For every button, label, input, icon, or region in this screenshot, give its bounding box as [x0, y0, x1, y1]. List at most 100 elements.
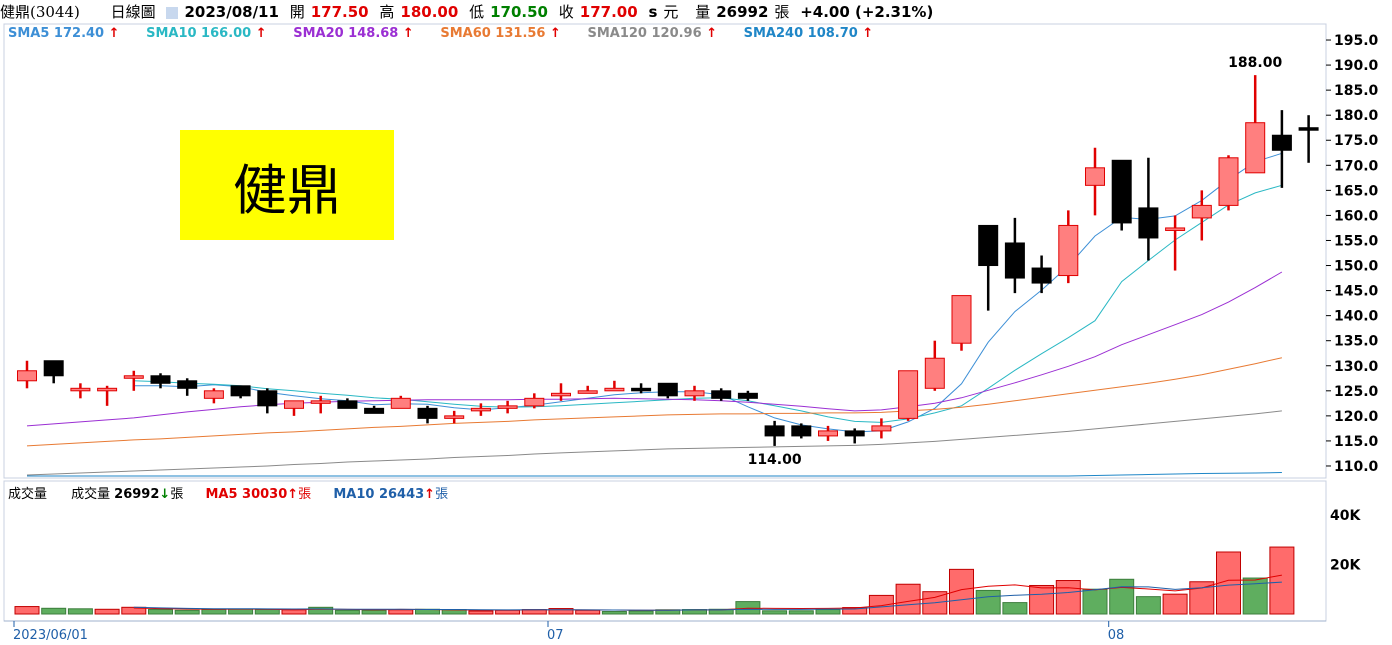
volume-bar[interactable]: [308, 606, 334, 615]
candle[interactable]: [284, 400, 304, 416]
candle[interactable]: [631, 383, 652, 394]
candle[interactable]: [551, 383, 571, 401]
volume-bar[interactable]: [628, 610, 654, 615]
candle[interactable]: [978, 224, 999, 311]
volume-bar[interactable]: [548, 608, 574, 615]
candle[interactable]: [150, 373, 171, 389]
candle[interactable]: [791, 423, 812, 439]
candle[interactable]: [177, 378, 198, 396]
candle[interactable]: [1138, 157, 1159, 261]
candle[interactable]: [657, 382, 678, 399]
volume-bar[interactable]: [575, 609, 601, 615]
candle[interactable]: [364, 405, 385, 414]
candle[interactable]: [1271, 110, 1292, 188]
candle[interactable]: [684, 385, 705, 401]
candle[interactable]: [390, 395, 411, 409]
candle[interactable]: [123, 370, 144, 391]
candle[interactable]: [524, 393, 545, 409]
volume-bar[interactable]: [148, 609, 173, 615]
volume-bar[interactable]: [334, 609, 360, 615]
candle[interactable]: [1058, 210, 1079, 284]
candle[interactable]: [417, 405, 438, 424]
candle[interactable]: [924, 340, 945, 391]
candle[interactable]: [871, 418, 892, 439]
candle[interactable]: [1031, 255, 1052, 294]
candle[interactable]: [97, 385, 118, 406]
volume-bar[interactable]: [1269, 546, 1295, 615]
candle[interactable]: [1218, 155, 1239, 211]
volume-bar[interactable]: [1216, 551, 1241, 615]
candle[interactable]: [604, 380, 625, 392]
dropdown-icon[interactable]: [166, 6, 179, 19]
ma-legend-sma10[interactable]: SMA10 166.00 ↑: [146, 26, 267, 41]
candle[interactable]: [470, 403, 491, 416]
candle[interactable]: [1111, 159, 1132, 231]
volume-bar[interactable]: [895, 583, 921, 615]
candle[interactable]: [337, 398, 358, 409]
volume-bar[interactable]: [601, 611, 627, 615]
volume-bar[interactable]: [41, 607, 67, 615]
volume-bar[interactable]: [254, 609, 280, 615]
ma-legend-sma5[interactable]: SMA5 172.40 ↑: [8, 26, 120, 41]
volume-bar[interactable]: [94, 608, 120, 615]
candle[interactable]: [43, 360, 64, 384]
candle[interactable]: [257, 388, 278, 414]
ma10-volume-label[interactable]: MA10 26443: [333, 487, 425, 502]
candle[interactable]: [1004, 217, 1025, 294]
candle[interactable]: [444, 410, 465, 424]
candle[interactable]: [1298, 115, 1319, 163]
ma-legend-sma240[interactable]: SMA240 108.70 ↑: [744, 26, 874, 41]
volume-bar[interactable]: [762, 610, 788, 615]
volume-bar[interactable]: [174, 609, 200, 615]
volume-bar[interactable]: [1082, 588, 1108, 615]
volume-bar[interactable]: [14, 606, 40, 615]
volume-bar[interactable]: [1109, 578, 1135, 615]
candle[interactable]: [1245, 75, 1266, 174]
volume-bar[interactable]: [67, 608, 93, 615]
candle[interactable]: [711, 388, 732, 401]
volume-bar[interactable]: [1135, 596, 1161, 615]
volume-bar[interactable]: [975, 589, 1001, 615]
volume-bar[interactable]: [1002, 602, 1028, 615]
volume-bar[interactable]: [388, 609, 414, 615]
volume-bar[interactable]: [815, 609, 841, 615]
candle[interactable]: [577, 385, 598, 394]
ma-legend-sma20[interactable]: SMA20 148.68 ↑: [293, 26, 414, 41]
volume-bar[interactable]: [708, 608, 734, 615]
candle[interactable]: [951, 295, 972, 351]
volume-bar[interactable]: [361, 609, 387, 615]
period-label[interactable]: 日線圖: [110, 3, 156, 21]
candle[interactable]: [1191, 190, 1212, 241]
candle[interactable]: [310, 395, 331, 414]
candle[interactable]: [70, 383, 91, 399]
candle[interactable]: [1085, 147, 1105, 216]
volume-bar[interactable]: [1055, 580, 1081, 615]
volume-bar[interactable]: [228, 608, 254, 615]
candle[interactable]: [1165, 215, 1186, 271]
candle[interactable]: [17, 360, 37, 389]
volume-bar[interactable]: [1162, 593, 1188, 615]
ma-legend-sma120[interactable]: SMA120 120.96 ↑: [587, 26, 717, 41]
candle[interactable]: [497, 400, 518, 414]
stock-name[interactable]: 健鼎(3044): [0, 3, 80, 21]
ma5-volume-label[interactable]: MA5 30030: [205, 487, 288, 502]
candle[interactable]: [737, 390, 758, 401]
candle[interactable]: [844, 428, 865, 444]
candle[interactable]: [898, 370, 919, 421]
volume-legend-unit: 張: [170, 487, 184, 502]
volume-bar[interactable]: [281, 609, 307, 615]
candle[interactable]: [230, 385, 251, 399]
candle[interactable]: [818, 425, 838, 441]
volume-bar[interactable]: [201, 609, 227, 615]
candle-body: [257, 390, 278, 407]
ma-line-sma240: [27, 472, 1282, 477]
volume-bar[interactable]: [868, 594, 894, 615]
candle[interactable]: [203, 388, 224, 404]
candle[interactable]: [764, 420, 785, 446]
volume-bar[interactable]: [495, 609, 521, 615]
ma-legend-sma60[interactable]: SMA60 131.56 ↑: [440, 26, 561, 41]
volume-bar[interactable]: [468, 610, 494, 615]
volume-bar[interactable]: [1029, 584, 1055, 615]
volume-bar[interactable]: [788, 610, 814, 615]
